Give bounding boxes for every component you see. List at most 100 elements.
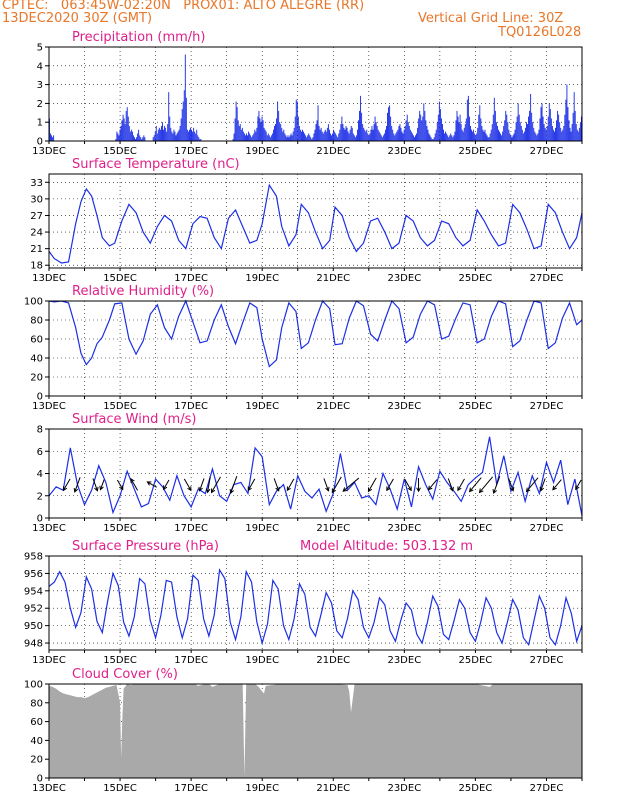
precip-bar [264,129,266,141]
x-tick-label: 21DEC [316,146,350,157]
precip-bar [486,135,488,141]
precip-bar [181,109,183,141]
precip-bar [332,133,334,141]
x-tick-label: 25DEC [459,146,493,157]
precip-bar [371,125,373,141]
precip-bar [541,103,543,141]
precip-bar [557,110,559,141]
precip-bar [434,133,436,141]
y-tick-label: 20 [30,373,43,384]
precip-bar [344,129,346,141]
y-tick-label: 0 [37,514,43,525]
panel-subtitle: Model Altitude: 503.132 m [300,539,473,554]
precip-bar [390,116,392,141]
precip-bar [456,110,458,141]
precip-bar [287,135,289,141]
x-tick-label: 17DEC [174,523,208,534]
precip-bar [298,125,300,141]
x-tick-label: 27DEC [530,273,564,284]
precip-bar [253,133,255,141]
precip-bar [247,135,248,141]
precip-bar [316,120,318,141]
x-tick-label: 13DEC [32,523,66,534]
precip-bar [482,129,484,141]
wind-arrow-head [146,481,152,486]
precip-bar [135,139,137,141]
precip-bar [423,103,425,141]
precip-bar [506,114,508,141]
precip-bar [500,133,502,141]
precip-bar [513,133,515,141]
precip-bar [479,105,481,141]
precip-bar [577,131,579,141]
precip-bar [153,135,155,141]
precip-bar [471,129,472,141]
precip-bar [548,103,550,141]
precip-bar [450,133,452,141]
precip-bar [443,129,444,141]
precip-bar [122,114,124,141]
precip-bar [347,131,349,141]
precip-bar [397,129,399,141]
precip-bar [259,118,261,141]
precip-bar [474,133,476,141]
wind-arrow [469,477,482,492]
y-tick-label: 18 [30,261,43,272]
y-tick-label: 8 [37,425,43,436]
wind-arrow-head [275,486,280,492]
precip-bar [477,127,479,141]
precip-bar [236,107,238,141]
precip-bar [393,133,395,141]
panel-5: 0 20 40 60 80 100 13DEC 15DEC 17DEC 19DEC 21DEC 23D… [24,667,583,794]
precip-bar [328,129,330,141]
precip-bar [416,133,418,141]
precip-bar [340,124,342,141]
precip-bar [537,133,539,141]
precip-bar [507,122,509,141]
precip-bar [177,131,179,141]
x-tick-label: 23DEC [387,401,421,412]
precip-bar [120,125,122,141]
wind-arrow-head [247,486,252,492]
precip-bar [568,120,570,141]
precip-bar [53,135,55,141]
precip-bar [415,135,416,141]
precip-bar [578,127,580,141]
precip-bar [424,110,426,141]
precip-bar [501,135,503,141]
precip-bar [193,127,195,141]
precip-bar [165,127,167,141]
x-tick-label: 19DEC [245,523,279,534]
precip-bar [118,135,120,141]
precip-bar [487,137,489,141]
wind-arrow-head [416,487,421,493]
precip-bar [489,133,491,141]
precip-bar [395,133,397,141]
precip-bar [473,129,475,141]
precip-bar [359,110,360,141]
precip-bar [552,129,554,141]
precip-bar [453,135,455,141]
series-line-3 [48,436,583,516]
precip-bar [370,129,372,141]
precip-bar [254,129,256,141]
precip-bar [496,125,498,141]
wind-arrow-head [130,478,135,483]
wind-arrow [428,479,438,491]
precip-bar [279,122,281,141]
x-tick-label: 19DEC [245,401,279,412]
precip-bar [243,133,245,141]
x-tick-label: 15DEC [103,655,137,666]
wind-arrow-head [62,486,68,492]
precip-bar [183,90,185,141]
precip-bar [289,135,291,141]
precip-bar [442,124,443,141]
precip-bar [307,135,309,141]
precip-bar [131,131,133,141]
precip-bar [550,118,552,141]
y-tick-label: 2 [37,491,43,502]
precip-bar [512,135,514,141]
precip-bar [343,127,345,141]
precip-bar [281,127,283,141]
y-tick-label: 4 [37,469,43,480]
